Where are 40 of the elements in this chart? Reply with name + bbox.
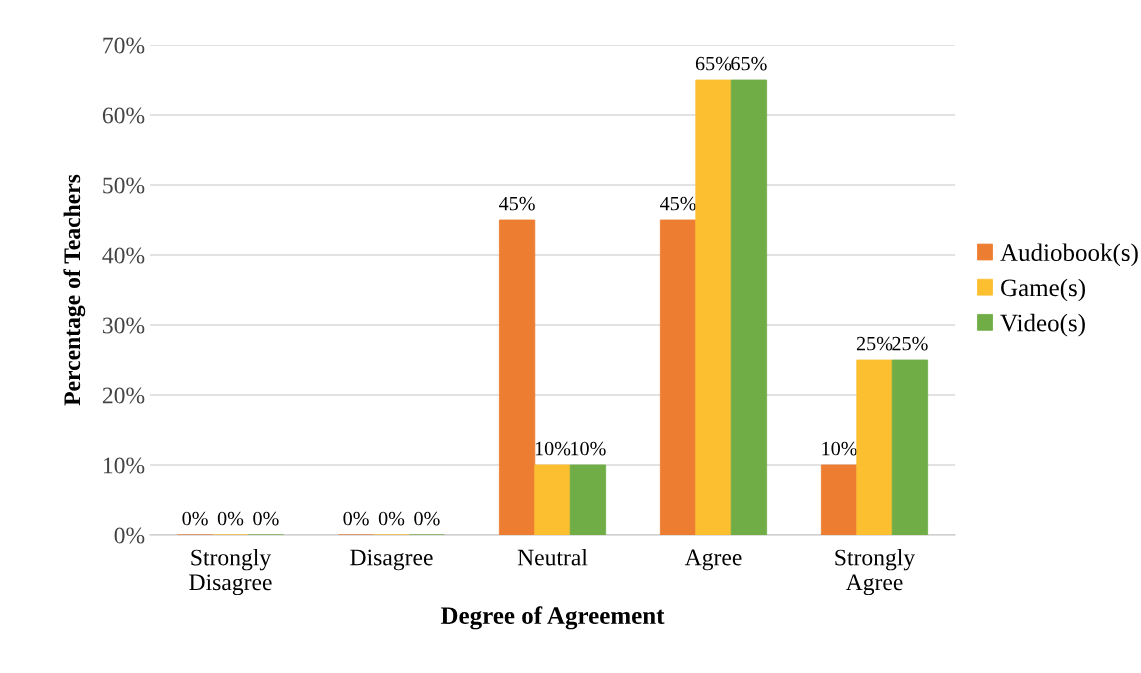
y-tick-label: 10% — [103, 457, 145, 474]
legend-label: Video(s) — [1000, 313, 1085, 337]
x-tick-label: Disagree — [350, 549, 433, 571]
y-axis-title: Percentage of Teachers — [63, 174, 86, 406]
bar — [730, 79, 768, 535]
y-tick-label: 60% — [102, 107, 145, 124]
y-tick-label: 0% — [114, 527, 145, 544]
data-label: 0% — [217, 511, 244, 526]
data-label: 25% — [856, 336, 893, 351]
y-tick-label: 30% — [102, 317, 145, 334]
legend-label: Game(s) — [1001, 278, 1085, 302]
x-tick-label: Agree — [684, 549, 742, 571]
bar — [498, 219, 536, 535]
y-tick-label: 70% — [103, 37, 145, 54]
data-label: 0% — [414, 511, 440, 526]
x-tick-label: Strongly Agree — [835, 548, 916, 596]
y-tick-label: 40% — [102, 247, 145, 264]
bar — [659, 219, 697, 535]
data-label: 25% — [892, 336, 928, 351]
x-tick-label: Strongly Disagree — [189, 548, 272, 596]
bar — [534, 464, 571, 535]
data-label: 0% — [182, 511, 208, 526]
data-label: 0% — [343, 511, 369, 526]
data-label: 10% — [535, 441, 571, 456]
bar — [891, 359, 929, 535]
bar — [856, 359, 893, 535]
legend-label: Audiobook(s) — [1000, 243, 1138, 267]
data-label: 10% — [571, 441, 606, 456]
data-label: 65% — [731, 56, 767, 71]
bar — [820, 464, 858, 535]
bar — [569, 464, 607, 535]
y-tick-label: 20% — [102, 387, 145, 404]
x-tick-label: Neutral — [517, 548, 588, 566]
data-label: 45% — [499, 196, 535, 211]
x-axis-title: Degree of Agreement — [440, 606, 665, 630]
y-tick-label: 50% — [103, 177, 145, 194]
data-label: 0% — [378, 511, 405, 526]
data-label: 65% — [695, 56, 732, 71]
data-label: 0% — [253, 511, 279, 526]
bar — [695, 79, 732, 535]
